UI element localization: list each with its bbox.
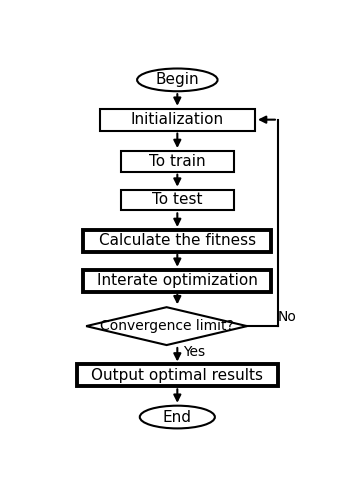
Text: No: No <box>278 310 297 324</box>
Text: Initialization: Initialization <box>131 112 224 127</box>
Text: To test: To test <box>152 192 202 208</box>
Text: Interate optimization: Interate optimization <box>97 273 258 288</box>
Text: Output optimal results: Output optimal results <box>91 368 263 383</box>
Bar <box>100 109 255 131</box>
Bar <box>121 151 234 172</box>
Bar <box>83 230 271 252</box>
Bar <box>121 189 234 211</box>
Bar <box>83 270 271 292</box>
Text: Convergence limit?: Convergence limit? <box>100 319 234 333</box>
Text: Yes: Yes <box>183 344 205 359</box>
Bar <box>77 365 278 386</box>
Text: To train: To train <box>149 154 206 169</box>
Text: Calculate the fitness: Calculate the fitness <box>99 233 256 248</box>
Text: End: End <box>163 409 192 425</box>
Text: Begin: Begin <box>155 72 199 88</box>
